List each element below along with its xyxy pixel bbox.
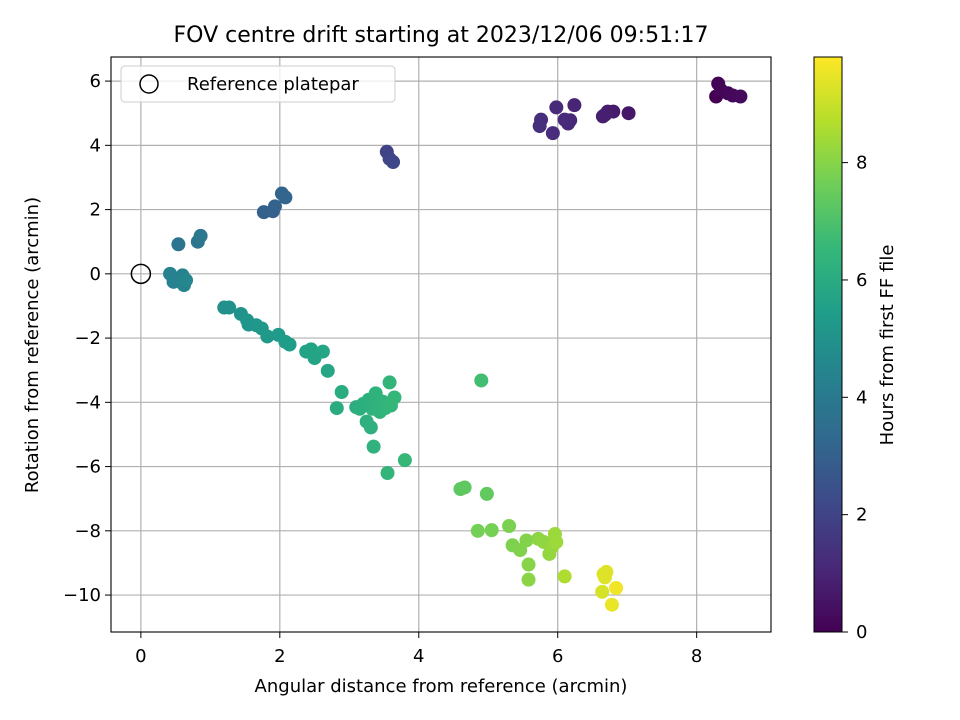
colorbar-tick-label: 6: [856, 270, 867, 291]
colorbar-gradient: [813, 56, 843, 633]
data-point: [171, 237, 186, 252]
y-tick-label: 2: [90, 200, 101, 221]
legend-label-reference: Reference platepar: [187, 74, 359, 95]
data-point: [502, 518, 517, 533]
data-point: [363, 420, 378, 435]
data-point: [595, 109, 610, 124]
data-point: [521, 557, 536, 572]
data-point: [532, 119, 547, 134]
data-point: [179, 273, 194, 288]
reference-marker: [130, 263, 152, 285]
data-point: [315, 344, 330, 359]
data-point: [521, 572, 536, 587]
x-tick-label: 2: [274, 646, 285, 667]
data-point: [545, 126, 560, 141]
data-point: [222, 300, 237, 315]
colorbar-tick-label: 8: [856, 153, 867, 174]
x-tick-label: 0: [135, 646, 146, 667]
y-tick-label: −10: [63, 585, 101, 606]
data-point: [733, 89, 748, 104]
reference-marker-group: [130, 263, 152, 285]
data-point: [267, 199, 282, 214]
data-point: [595, 584, 610, 599]
data-point: [474, 373, 489, 388]
data-point: [457, 480, 472, 495]
data-point: [567, 98, 582, 113]
data-point: [484, 523, 499, 538]
data-point: [557, 569, 572, 584]
y-axis-ticks: 6 4 2 0 −2 −4 −6 −8 −10: [63, 71, 111, 606]
legend-box: [120, 65, 396, 103]
data-point: [260, 329, 275, 344]
y-axis-label: Rotation from reference (arcmin): [22, 197, 43, 493]
y-tick-label: −4: [74, 392, 101, 413]
data-point: [329, 401, 344, 416]
y-tick-label: 0: [90, 264, 101, 285]
x-axis-label: Angular distance from reference (arcmin): [255, 676, 628, 697]
data-point: [597, 570, 612, 585]
legend: Reference platepar: [120, 65, 396, 103]
data-point: [549, 535, 564, 550]
chart-title: FOV centre drift starting at 2023/12/06 …: [174, 23, 709, 48]
y-tick-label: −2: [74, 328, 101, 349]
grid-lines: [111, 57, 771, 632]
colorbar-label: Hours from first FF file: [877, 245, 898, 446]
data-point: [519, 533, 534, 548]
data-point: [557, 112, 572, 127]
data-point: [334, 385, 349, 400]
legend-marker-reference: [139, 74, 159, 94]
data-point: [382, 375, 397, 390]
data-points: [163, 76, 748, 612]
y-tick-label: −8: [74, 521, 101, 542]
data-point: [386, 155, 401, 170]
colorbar-tick-label: 4: [856, 387, 867, 408]
x-tick-label: 8: [691, 646, 702, 667]
colorbar: 0 2 4 6 8 Hours from first FF file: [813, 56, 898, 643]
y-tick-label: −6: [74, 457, 101, 478]
data-point: [366, 439, 381, 454]
data-point: [320, 363, 335, 378]
data-point: [470, 523, 485, 538]
x-axis-ticks: 0 2 4 6 8: [135, 632, 702, 667]
data-point: [387, 390, 402, 405]
colorbar-ticks: 0 2 4 6 8: [842, 153, 867, 643]
data-point: [282, 337, 297, 352]
colorbar-tick-label: 0: [856, 622, 867, 643]
data-point: [193, 228, 208, 243]
data-point: [549, 100, 564, 115]
x-tick-label: 6: [552, 646, 563, 667]
data-point: [278, 190, 293, 205]
plot-frame: [110, 56, 772, 633]
data-point: [397, 453, 412, 468]
data-point: [604, 597, 619, 612]
data-point: [621, 106, 636, 121]
colorbar-tick-label: 2: [856, 505, 867, 526]
data-point: [479, 486, 494, 501]
y-tick-label: 6: [90, 71, 101, 92]
data-point: [380, 465, 395, 480]
data-point: [609, 580, 624, 595]
y-tick-label: 4: [90, 135, 101, 156]
x-tick-label: 4: [413, 646, 424, 667]
